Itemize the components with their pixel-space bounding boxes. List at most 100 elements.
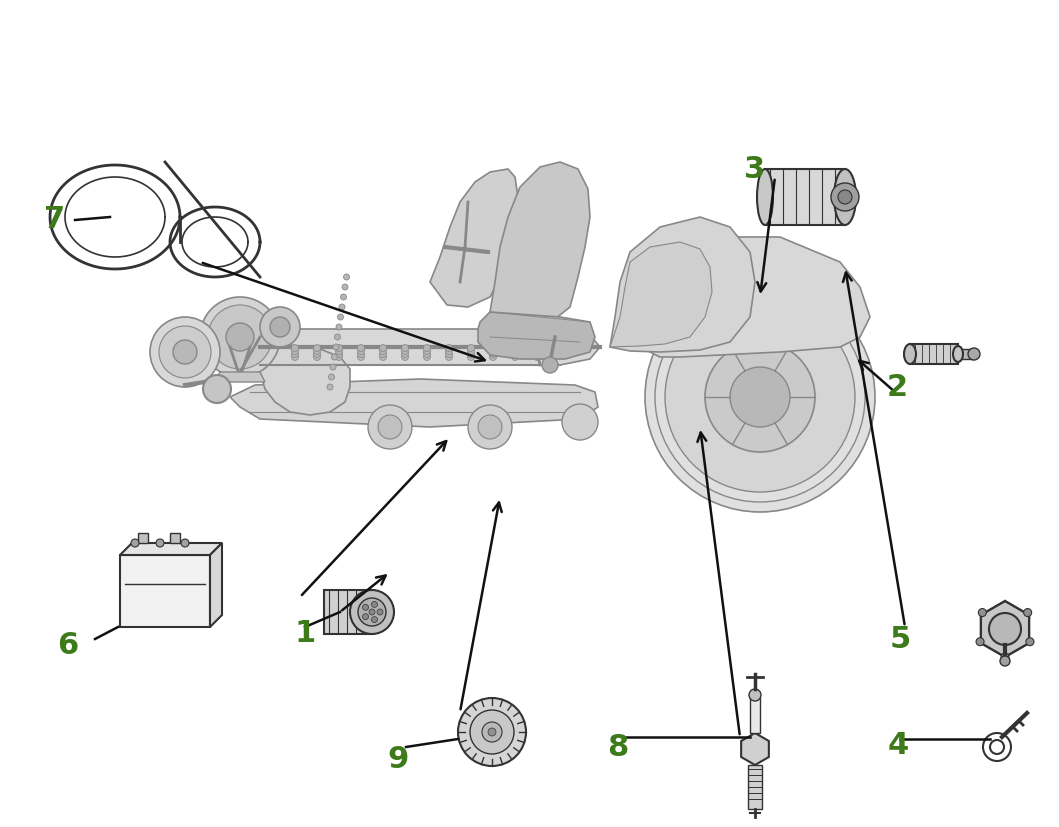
Polygon shape [505,246,560,280]
Polygon shape [138,533,148,543]
Circle shape [467,348,474,355]
Circle shape [705,342,815,452]
Polygon shape [958,350,974,360]
Circle shape [358,348,364,355]
Circle shape [467,345,474,352]
Circle shape [562,404,598,441]
Polygon shape [324,590,372,634]
Circle shape [379,351,387,358]
Circle shape [838,191,852,205]
Circle shape [378,415,402,439]
Circle shape [313,345,321,352]
Polygon shape [430,170,518,308]
Circle shape [511,345,519,352]
Circle shape [369,609,375,615]
Circle shape [401,351,409,358]
Circle shape [424,354,431,361]
Circle shape [351,590,394,634]
Circle shape [327,385,333,390]
Polygon shape [250,346,351,415]
Text: 2: 2 [886,373,908,402]
Polygon shape [910,345,958,365]
Circle shape [339,304,345,311]
Text: 7: 7 [44,205,66,234]
Circle shape [401,348,409,355]
Circle shape [446,351,452,358]
Polygon shape [750,697,760,733]
Circle shape [489,354,497,361]
Circle shape [511,348,519,355]
Polygon shape [904,351,910,359]
Circle shape [336,325,342,331]
Ellipse shape [904,345,916,365]
Circle shape [181,539,189,547]
Circle shape [335,335,341,341]
Circle shape [467,351,474,358]
Circle shape [336,354,342,361]
Circle shape [331,355,338,361]
Polygon shape [610,242,712,347]
Circle shape [338,314,343,321]
Circle shape [336,348,342,355]
Circle shape [291,348,299,355]
Circle shape [749,689,761,701]
Circle shape [482,722,502,742]
Circle shape [226,323,254,351]
Polygon shape [741,733,769,765]
Text: 5: 5 [890,624,911,653]
Circle shape [372,617,377,623]
Circle shape [401,354,409,361]
Polygon shape [748,765,762,809]
Circle shape [542,357,558,374]
Circle shape [489,351,497,358]
Circle shape [468,405,511,449]
Circle shape [424,345,431,352]
Polygon shape [230,380,598,428]
Polygon shape [120,555,210,627]
Polygon shape [610,218,755,352]
Circle shape [358,598,385,626]
Polygon shape [478,313,595,360]
Circle shape [470,710,514,754]
Text: 3: 3 [744,155,766,184]
Circle shape [488,728,496,736]
Circle shape [489,348,497,355]
Circle shape [665,303,855,492]
Circle shape [511,354,519,361]
Ellipse shape [953,347,963,362]
Circle shape [379,348,387,355]
Circle shape [336,345,342,352]
Circle shape [341,294,346,301]
Circle shape [989,614,1021,645]
Circle shape [377,609,383,615]
Circle shape [534,354,540,361]
Circle shape [200,298,280,378]
Circle shape [330,365,336,370]
Circle shape [291,345,299,352]
Circle shape [424,348,431,355]
Circle shape [367,405,412,449]
Circle shape [362,605,369,610]
Circle shape [730,367,790,428]
Circle shape [457,698,526,766]
Circle shape [362,614,369,620]
Circle shape [379,345,387,352]
Circle shape [467,354,474,361]
Circle shape [208,306,272,370]
Circle shape [379,354,387,361]
Circle shape [1000,656,1010,667]
Circle shape [343,275,349,280]
Circle shape [446,348,452,355]
Circle shape [358,345,364,352]
Polygon shape [640,237,870,357]
Text: 1: 1 [294,618,316,647]
Polygon shape [250,330,600,366]
Polygon shape [170,533,180,543]
Circle shape [159,327,211,379]
Circle shape [645,283,875,513]
Circle shape [534,348,540,355]
Circle shape [976,638,984,646]
Polygon shape [765,170,845,226]
Polygon shape [981,601,1029,657]
Circle shape [313,351,321,358]
